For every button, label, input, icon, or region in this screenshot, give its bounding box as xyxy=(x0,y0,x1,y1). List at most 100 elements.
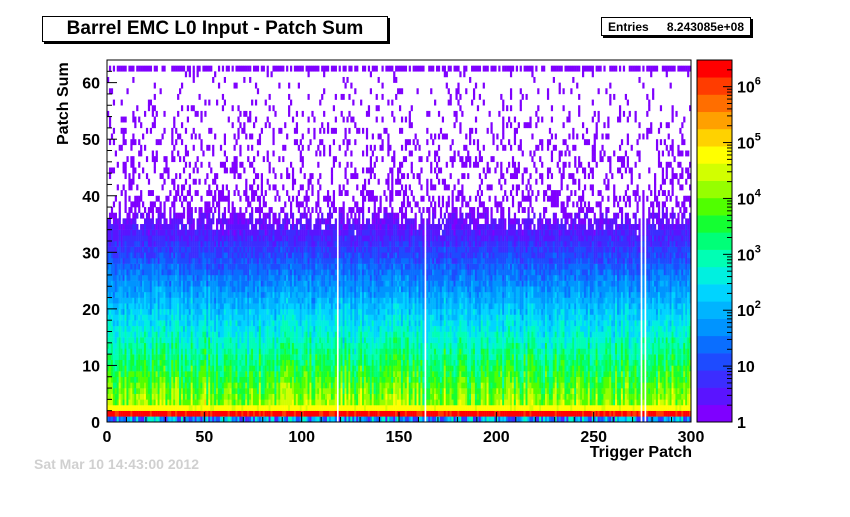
heatmap-cell xyxy=(217,297,221,304)
heatmap-cell xyxy=(143,410,147,417)
heatmap-cell xyxy=(194,331,197,338)
heatmap-cell xyxy=(295,291,299,298)
heatmap-cell xyxy=(235,320,238,327)
heatmap-cell xyxy=(305,320,308,327)
heatmap-cell xyxy=(245,365,248,372)
heatmap-cell xyxy=(241,127,244,134)
heatmap-cell xyxy=(155,348,158,355)
heatmap-cell xyxy=(147,291,151,298)
heatmap-cell xyxy=(328,393,332,400)
heatmap-cell xyxy=(147,416,151,423)
heatmap-cell xyxy=(309,229,312,236)
heatmap-cell xyxy=(301,224,304,230)
heatmap-cell xyxy=(249,280,252,287)
heatmap-cell xyxy=(268,382,271,389)
heatmap-cell xyxy=(317,246,320,253)
heatmap-cell xyxy=(235,156,238,163)
heatmap-cell xyxy=(330,229,334,236)
heatmap-cell xyxy=(153,280,156,287)
heatmap-cell xyxy=(196,410,199,417)
heatmap-cell xyxy=(274,241,277,247)
heatmap-cell xyxy=(278,371,281,377)
heatmap-cell xyxy=(303,263,306,270)
heatmap-cell xyxy=(303,410,306,417)
heatmap-cell xyxy=(151,410,154,417)
heatmap-cell xyxy=(297,241,300,247)
heatmap-cell xyxy=(204,354,207,361)
heatmap-cell xyxy=(268,342,271,349)
heatmap-cell xyxy=(258,348,262,355)
heatmap-cell xyxy=(212,252,215,259)
heatmap-cell xyxy=(313,65,316,72)
heatmap-cell xyxy=(286,133,289,140)
heatmap-cell xyxy=(184,325,188,332)
heatmap-cell xyxy=(247,348,250,355)
heatmap-cell xyxy=(284,257,287,264)
heatmap-cell xyxy=(288,388,291,394)
heatmap-cell xyxy=(233,416,236,423)
heatmap-cell xyxy=(169,280,172,287)
heatmap-cell xyxy=(206,320,209,327)
heatmap-cell xyxy=(194,354,197,361)
heatmap-cell xyxy=(110,224,114,230)
heatmap-cell xyxy=(128,331,131,338)
heatmap-cell xyxy=(253,342,256,349)
heatmap-cell xyxy=(282,376,285,383)
heatmap-cell xyxy=(239,235,242,242)
heatmap-cell xyxy=(124,280,127,287)
heatmap-cell xyxy=(225,65,228,72)
heatmap-cell xyxy=(223,297,226,304)
heatmap-cell xyxy=(200,246,203,253)
heatmap-cell xyxy=(241,297,244,304)
heatmap-cell xyxy=(132,110,135,117)
heatmap-cell xyxy=(159,257,162,264)
heatmap-cell xyxy=(163,241,166,247)
heatmap-cell xyxy=(221,252,225,259)
heatmap-cell xyxy=(108,116,112,123)
heatmap-cell xyxy=(107,241,110,247)
heatmap-cell xyxy=(286,246,289,253)
heatmap-cell xyxy=(278,303,281,310)
heatmap-cell xyxy=(114,399,117,406)
heatmap-cell xyxy=(270,354,273,361)
heatmap-cell xyxy=(171,291,174,298)
heatmap-cell xyxy=(319,257,322,264)
heatmap-cell xyxy=(126,354,129,361)
heatmap-cell xyxy=(251,184,254,191)
heatmap-cell xyxy=(307,314,310,321)
heatmap-cell xyxy=(243,252,246,259)
heatmap-cell xyxy=(332,190,336,196)
heatmap-cell xyxy=(210,229,213,236)
heatmap-cell xyxy=(332,297,336,304)
heatmap-cell xyxy=(151,201,154,208)
heatmap-cell xyxy=(319,280,322,287)
heatmap-cell xyxy=(254,252,258,259)
heatmap-cell xyxy=(216,303,219,310)
heatmap-cell xyxy=(297,218,300,225)
heatmap-cell xyxy=(309,257,312,264)
heatmap-cell xyxy=(323,257,326,264)
heatmap-cell xyxy=(307,348,310,355)
heatmap-cell xyxy=(182,286,186,293)
heatmap-cell xyxy=(276,303,279,310)
heatmap-cell xyxy=(249,382,252,389)
heatmap-cell xyxy=(313,269,316,276)
heatmap-cell xyxy=(266,156,269,163)
heatmap-cell xyxy=(311,348,314,355)
heatmap-cell xyxy=(136,201,139,208)
heatmap-cell xyxy=(247,331,250,338)
heatmap-cell xyxy=(159,297,162,304)
heatmap-cell xyxy=(311,365,314,372)
heatmap-cell xyxy=(334,207,337,213)
heatmap-cell xyxy=(192,286,195,293)
heatmap-cell xyxy=(142,354,145,361)
heatmap-cell xyxy=(206,342,209,349)
heatmap-cell xyxy=(297,303,300,310)
heatmap-cell xyxy=(309,331,312,338)
heatmap-cell xyxy=(163,376,166,383)
heatmap-cell xyxy=(140,286,143,293)
heatmap-cell xyxy=(163,229,166,236)
heatmap-cell xyxy=(210,207,213,213)
heatmap-cell xyxy=(173,122,176,129)
heatmap-cell xyxy=(143,224,147,230)
